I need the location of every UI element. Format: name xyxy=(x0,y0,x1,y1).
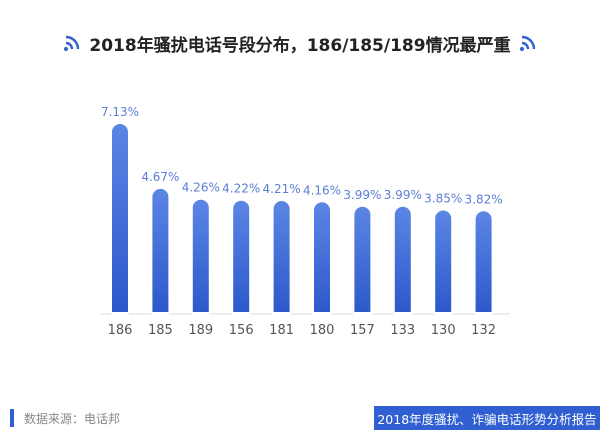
bar-189 xyxy=(192,199,209,320)
data-label: 4.22% xyxy=(222,182,260,196)
bar-base-mask xyxy=(111,312,129,328)
data-label: 3.85% xyxy=(424,192,462,206)
x-tick-label: 180 xyxy=(310,323,335,338)
bar-base-mask xyxy=(474,312,493,328)
data-label: 4.16% xyxy=(303,183,341,197)
source-note: 数据来源：电话邦 xyxy=(10,406,120,430)
x-tick-label: 181 xyxy=(269,323,294,338)
bar-186 xyxy=(112,124,128,320)
chart-header: 2018年骚扰电话号段分布，186/185/189情况最严重 xyxy=(0,28,600,58)
bar-157 xyxy=(354,206,371,320)
data-label: 4.67% xyxy=(141,170,179,184)
data-label: 3.82% xyxy=(465,192,503,206)
bar-chart: 7.13% 186 4.67% 185 4.26% 189 4.22% 156 4.21% 181… xyxy=(100,105,510,338)
data-label: 4.26% xyxy=(182,181,220,195)
bar-132 xyxy=(475,211,492,320)
x-tick-label: 186 xyxy=(108,323,133,338)
source-text: 数据来源：电话邦 xyxy=(24,411,121,426)
report-banner: 2018年度骚扰、诈骗电话形势分析报告 xyxy=(374,406,600,430)
data-label: 7.13% xyxy=(101,105,139,119)
bar-156 xyxy=(233,200,250,320)
signal-waves-icon xyxy=(64,35,80,51)
x-tick-label: 132 xyxy=(471,323,496,338)
bar-base-mask xyxy=(434,312,453,328)
data-label: 3.99% xyxy=(343,188,381,202)
bar-base-mask xyxy=(232,312,251,328)
chart-title: 2018年骚扰电话号段分布，186/185/189情况最严重 xyxy=(89,35,511,56)
source-marker xyxy=(10,409,14,427)
data-label: 3.99% xyxy=(384,188,422,202)
bar-180 xyxy=(314,202,330,320)
bar-130 xyxy=(435,210,452,320)
bar-181 xyxy=(273,201,290,320)
bar-133 xyxy=(394,206,411,320)
bar-base-mask xyxy=(151,312,170,328)
x-tick-label: 185 xyxy=(148,323,173,338)
x-tick-label: 133 xyxy=(390,323,415,338)
bar-base-mask xyxy=(353,312,372,328)
data-label: 4.21% xyxy=(263,182,301,196)
x-tick-label: 157 xyxy=(350,323,375,338)
bar-base-mask xyxy=(393,312,412,328)
bar-185 xyxy=(152,188,169,320)
bar-base-mask xyxy=(272,312,291,328)
bar-base-mask xyxy=(191,312,210,328)
x-tick-label: 156 xyxy=(229,323,254,338)
x-tick-label: 130 xyxy=(431,323,456,338)
bar-base-mask xyxy=(313,312,331,328)
signal-waves-icon xyxy=(519,35,535,51)
x-tick-label: 189 xyxy=(188,323,213,338)
report-title: 2018年度骚扰、诈骗电话形势分析报告 xyxy=(377,411,597,427)
